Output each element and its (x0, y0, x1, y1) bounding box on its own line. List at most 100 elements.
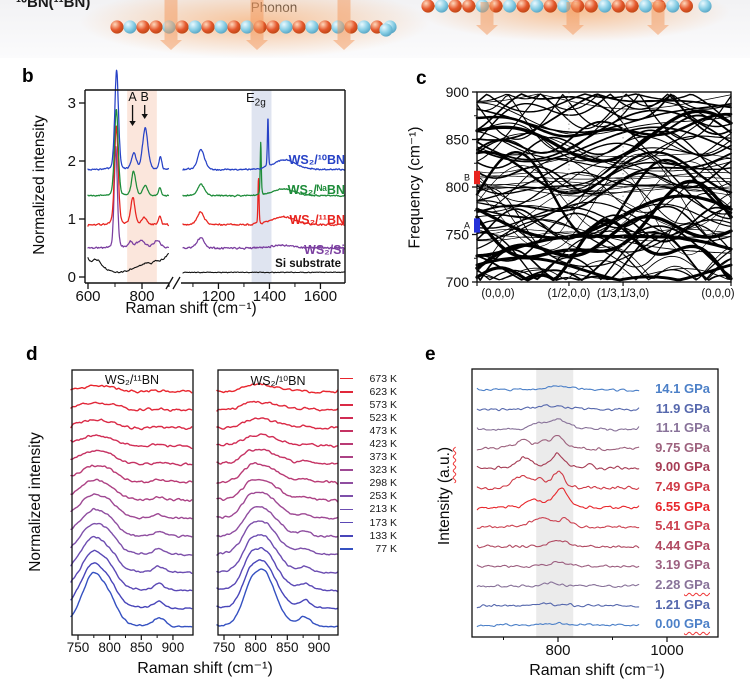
phonon-band (476, 131, 732, 169)
atom (666, 0, 680, 13)
e-pressure-label: 1.21 GPa (655, 597, 710, 612)
curve-623 K (216, 400, 339, 412)
curve-573 K (216, 417, 339, 430)
phonon-band-flat (476, 183, 732, 192)
d-left-title: WS₂/¹¹BN (104, 373, 160, 387)
phonon-band (475, 151, 733, 195)
phonon-band-flat (476, 172, 732, 180)
c-ytick-label: 700 (446, 274, 470, 290)
curve-6.55-GPa (476, 487, 640, 511)
phonon-band-flat (476, 175, 732, 180)
e-shade (536, 369, 574, 637)
b-curve-label: WS₂/¹¹BN (289, 213, 345, 227)
curve-323 K (216, 491, 339, 520)
atom (123, 20, 137, 34)
phonon-band (475, 109, 733, 163)
d-legend-line (340, 403, 353, 406)
curve-173 K (216, 547, 339, 593)
e-pressure-value: 9.75 (655, 439, 684, 455)
curve-WS₂/¹⁰BN (87, 69, 170, 171)
phonon-arrow (337, 0, 351, 40)
b-x-axis-label: Raman shift (cm⁻¹) (125, 300, 257, 317)
d-legend-label: 213 K (369, 503, 397, 516)
curve-423 K (70, 464, 193, 484)
d-xtick-label: 800 (98, 640, 121, 655)
curve-7.49-GPa (476, 470, 640, 491)
phonon-band-flat (476, 183, 732, 189)
curve-WS₂/¹¹BN (87, 125, 170, 227)
curve-11.9-GPa (476, 404, 640, 412)
d-legend-entry: 253 K (340, 490, 397, 503)
phonon-band (476, 93, 732, 136)
curve-373 K (216, 478, 339, 503)
phonon-arrow (480, 2, 494, 25)
annotation-arrow-head (129, 121, 136, 126)
phonon-band (476, 122, 732, 162)
e-pressure-label: 2.28 GPa (655, 578, 710, 592)
d-xtick-label: 900 (162, 640, 185, 655)
d-legend-label: 523 K (369, 411, 397, 424)
e-pressure-label: 9.75 GPa (655, 439, 710, 455)
c-kpoint-label: (1/2,0,0) (548, 288, 591, 300)
b-annotation-B: B (141, 90, 149, 104)
d-frame (71, 369, 194, 636)
d-legend-label: 473 K (369, 424, 397, 437)
atom (530, 0, 544, 13)
curve-WS₂/Si (182, 237, 345, 250)
d-legend-line (340, 521, 353, 524)
curve-673 K (70, 384, 193, 394)
e-pressure-label: 4.44 GPa (655, 538, 710, 553)
e-pressure-unit: GPa (683, 479, 710, 494)
e-xtick-label: 1000 (650, 642, 683, 659)
d-y-axis-label: Normalized intensity (27, 432, 44, 572)
curve-WS₂/ᴺᵃBN (87, 108, 170, 197)
e-xtick-label: 800 (545, 642, 570, 659)
e-pressure-label: 7.49 GPa (655, 480, 710, 494)
phonon-band (476, 153, 732, 174)
curve-423 K (216, 462, 339, 485)
phonon-band-flat (476, 228, 732, 237)
d-legend-line (340, 482, 353, 485)
curve-253 K (216, 520, 339, 556)
phonon-arrow-head (333, 40, 355, 50)
atom (305, 20, 319, 34)
e-y-axis-label-au: (a.u.) (436, 446, 453, 484)
atom (679, 0, 693, 13)
atom (543, 0, 557, 13)
curve-2.28-GPa (476, 581, 640, 588)
curve-9.00-GPa (476, 452, 640, 471)
d-legend-line (340, 416, 353, 419)
atom (149, 20, 163, 34)
e-pressure-unit: GPa (683, 420, 710, 436)
curve-623 K (70, 401, 193, 412)
atom (421, 0, 435, 13)
d-legend-label: 253 K (369, 490, 397, 503)
e-pressure-unit: GPa (683, 557, 710, 573)
e-pressure-unit: GPa (683, 439, 710, 455)
curve-253 K (70, 522, 193, 557)
atom (462, 0, 476, 13)
annotation-arrow-head (141, 114, 148, 119)
phonon-band (476, 93, 732, 110)
b-ytick-label: 1 (68, 211, 76, 228)
curve-323 K (70, 493, 193, 520)
e2g-mode-label: E2g (246, 90, 266, 109)
atom (214, 20, 228, 34)
b-curve-label-si: Si substrate (275, 258, 341, 270)
d-legend-entry: 373 K (340, 451, 397, 464)
d-legend-label: 573 K (369, 398, 397, 411)
atom (379, 23, 393, 37)
e-pressure-label: 3.19 GPa (655, 558, 710, 572)
c-kpoint-label: (0,0,0) (701, 288, 734, 300)
phonon-band (476, 93, 732, 125)
b-xtick-label: 1200 (202, 288, 235, 305)
d-legend-label: 373 K (369, 451, 397, 464)
d-legend-line (340, 377, 353, 380)
phonon-band-flat (476, 181, 732, 188)
c-marker-label-A: A (464, 220, 470, 230)
d-right-title: WS₂/¹⁰BN (250, 374, 306, 388)
e-pressure-value: 14.1 (655, 381, 684, 396)
curve-WS₂/¹¹BN (182, 177, 345, 227)
b-xtick-label: 800 (129, 288, 154, 305)
